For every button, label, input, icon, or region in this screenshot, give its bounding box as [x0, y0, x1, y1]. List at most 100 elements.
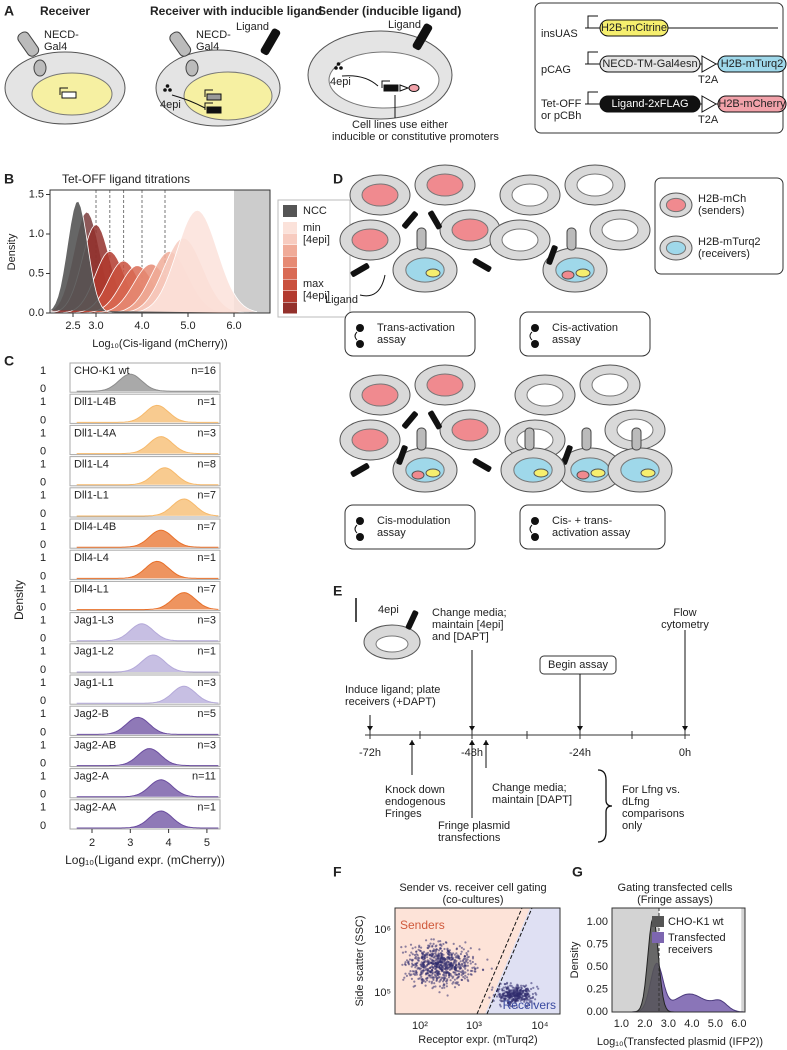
density [76, 436, 219, 455]
point [497, 990, 500, 993]
point [425, 972, 428, 975]
point [430, 974, 433, 977]
scatter [400, 938, 540, 1009]
tick-label: 1 [40, 771, 46, 783]
label: E [333, 583, 342, 599]
point [467, 979, 470, 983]
tick-label: 1 [40, 490, 46, 502]
point [469, 959, 472, 963]
point [404, 950, 407, 954]
point [455, 964, 458, 967]
label: Density [12, 580, 26, 620]
tick-label: 1 [40, 459, 46, 471]
point [502, 986, 505, 989]
label: 0.25 [587, 983, 608, 995]
gene [383, 84, 399, 92]
point [514, 999, 517, 1003]
point [410, 958, 413, 962]
point [438, 976, 441, 979]
point [409, 970, 412, 973]
point [464, 941, 467, 944]
nucleus [526, 383, 564, 407]
label: 4.0 [134, 320, 149, 332]
point [433, 964, 437, 968]
label: Cis-modulation [377, 515, 450, 527]
point [441, 964, 444, 968]
label: and [DAPT] [432, 631, 489, 643]
point [422, 966, 425, 969]
point [401, 963, 404, 966]
point [430, 976, 434, 979]
point [501, 992, 504, 995]
point [453, 968, 457, 971]
cds [599, 95, 701, 113]
legend-swatch [283, 256, 297, 268]
point [510, 984, 513, 988]
point [528, 1001, 531, 1004]
density [76, 716, 219, 735]
label: n=7 [197, 521, 216, 533]
point [525, 1004, 528, 1008]
point [439, 951, 442, 955]
point [470, 973, 473, 976]
assay-box [344, 311, 476, 357]
point [520, 994, 523, 997]
point [418, 967, 421, 970]
tick-label: 0 [40, 789, 46, 801]
label: 3.0 [88, 320, 103, 332]
legend-swatch [283, 302, 297, 314]
point [432, 950, 435, 953]
label: Change media; [492, 782, 567, 794]
label: insUAS [541, 28, 578, 40]
point [420, 946, 423, 949]
label: H2B-mTurq2 [721, 58, 784, 70]
tick-label: 0 [40, 508, 46, 520]
cds [717, 95, 787, 113]
point [516, 989, 519, 992]
point [413, 980, 416, 983]
label: assay [377, 527, 406, 539]
label: Tet-OFF ligand titrations [62, 172, 190, 186]
nucleus [665, 240, 687, 256]
point [439, 958, 442, 961]
point [528, 995, 531, 998]
point [408, 958, 412, 961]
label: n=3 [197, 677, 216, 689]
point [437, 952, 440, 955]
point [447, 956, 450, 959]
point [445, 982, 448, 985]
point [525, 1001, 528, 1004]
point [442, 978, 446, 982]
arrowhead [682, 726, 688, 731]
point [446, 949, 450, 953]
point [457, 955, 460, 958]
point [514, 1002, 517, 1005]
label: 10³ [466, 1020, 482, 1032]
label: 0.5 [29, 267, 44, 279]
point [522, 997, 525, 1001]
point [462, 948, 465, 951]
label: assay [552, 334, 581, 346]
point [461, 959, 464, 963]
point [429, 949, 432, 952]
point [452, 957, 455, 960]
density [76, 560, 219, 579]
point [442, 958, 445, 961]
point [512, 991, 516, 994]
label: A [4, 3, 14, 19]
point [404, 972, 407, 975]
point [471, 966, 474, 970]
label: Jag1-L2 [74, 646, 114, 658]
point [415, 957, 418, 960]
point [427, 960, 430, 963]
point [504, 997, 507, 1000]
label: (senders) [698, 205, 744, 217]
label: Dll4-L4B [74, 521, 116, 533]
point [518, 989, 521, 992]
point [459, 952, 462, 956]
point [437, 940, 440, 943]
point [464, 974, 467, 977]
label: -72h [359, 747, 381, 759]
point [440, 976, 444, 979]
point [528, 990, 531, 993]
